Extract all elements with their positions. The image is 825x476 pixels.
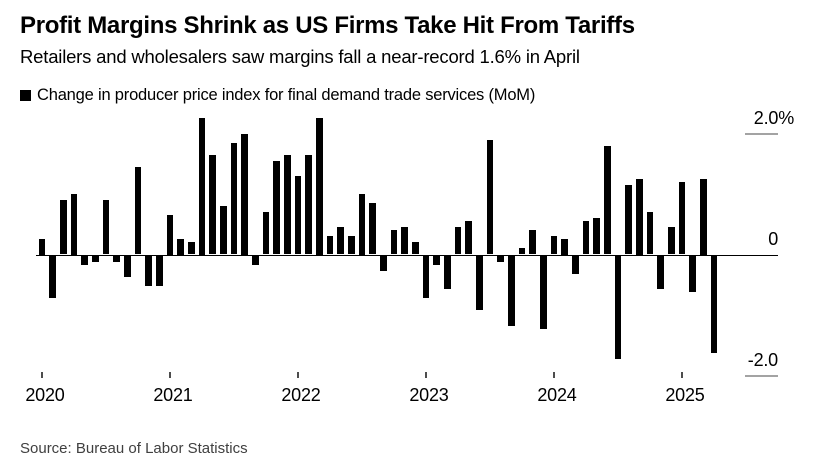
x-axis-tick — [425, 372, 427, 378]
x-axis-tick — [681, 372, 683, 378]
x-axis-tick — [169, 372, 171, 378]
bar — [305, 154, 312, 255]
bar — [145, 256, 152, 287]
bar — [668, 227, 675, 255]
bar — [604, 145, 611, 255]
source-note: Source: Bureau of Labor Statistics — [20, 440, 248, 457]
gridline--2 — [745, 374, 778, 377]
bar — [49, 256, 56, 299]
bar — [337, 227, 344, 255]
bar — [230, 142, 238, 255]
bar — [124, 256, 131, 278]
bar — [465, 221, 472, 255]
bar — [529, 230, 536, 255]
x-axis-tick — [553, 372, 555, 378]
bar — [390, 230, 398, 255]
bar — [294, 175, 302, 255]
bar — [636, 178, 643, 255]
x-axis-label: 2023 — [409, 385, 449, 405]
bar — [614, 256, 622, 359]
x-axis-label: 2020 — [25, 385, 65, 405]
bar — [188, 242, 195, 255]
zero-line — [36, 254, 778, 256]
bar — [572, 256, 579, 275]
bar — [710, 256, 718, 353]
x-axis-label: 2021 — [153, 385, 193, 405]
x-axis-label: 2024 — [537, 385, 577, 405]
bar — [358, 194, 366, 255]
chart-title: Profit Margins Shrink as US Firms Take H… — [20, 12, 635, 39]
bar — [209, 154, 216, 255]
gridline-2 — [745, 132, 778, 135]
bar — [582, 221, 590, 255]
bar — [593, 218, 600, 255]
x-axis-tick — [297, 372, 299, 378]
bar — [689, 256, 696, 293]
bar — [156, 256, 163, 287]
bar — [454, 227, 462, 255]
bar — [348, 236, 355, 255]
bar — [198, 118, 206, 255]
bar — [262, 212, 270, 255]
bar — [241, 133, 248, 255]
bar — [177, 239, 184, 255]
bar — [60, 200, 67, 255]
bar — [113, 256, 120, 263]
bar — [444, 256, 451, 290]
bar — [316, 118, 323, 255]
bar — [700, 178, 707, 255]
bar — [657, 256, 664, 290]
bar — [252, 256, 259, 266]
bar — [678, 181, 686, 255]
y-axis-label: 0 — [768, 228, 778, 249]
bar — [92, 256, 99, 263]
bar — [625, 184, 632, 255]
bar — [422, 256, 430, 299]
bar — [134, 166, 142, 255]
bar — [166, 215, 174, 255]
x-axis-tick — [41, 372, 43, 378]
chart-subtitle: Retailers and wholesalers saw margins fa… — [20, 46, 580, 67]
bar — [561, 239, 568, 255]
y-axis-label: 2.0% — [753, 107, 794, 128]
bar — [326, 236, 334, 255]
bar — [550, 236, 558, 255]
bar — [401, 227, 408, 255]
bar — [412, 242, 419, 255]
legend: Change in producer price index for final… — [20, 86, 535, 105]
bar — [70, 194, 78, 255]
x-axis-label: 2025 — [665, 385, 705, 405]
bar — [102, 200, 110, 255]
bar — [369, 203, 376, 255]
bar — [220, 206, 227, 255]
x-axis-label: 2022 — [281, 385, 321, 405]
legend-square-icon — [20, 90, 31, 101]
bar — [81, 256, 88, 266]
bar — [486, 139, 494, 255]
bar — [476, 256, 483, 311]
legend-label: Change in producer price index for final… — [37, 86, 536, 104]
bar — [646, 212, 654, 255]
bar — [497, 256, 504, 263]
bar — [518, 248, 526, 255]
bar — [540, 256, 547, 329]
bar — [38, 239, 46, 255]
y-axis-label: -2.0 — [747, 349, 778, 370]
bar — [273, 160, 280, 255]
bar — [380, 256, 387, 272]
bar — [508, 256, 515, 326]
bar — [284, 154, 291, 255]
bar — [433, 256, 440, 266]
